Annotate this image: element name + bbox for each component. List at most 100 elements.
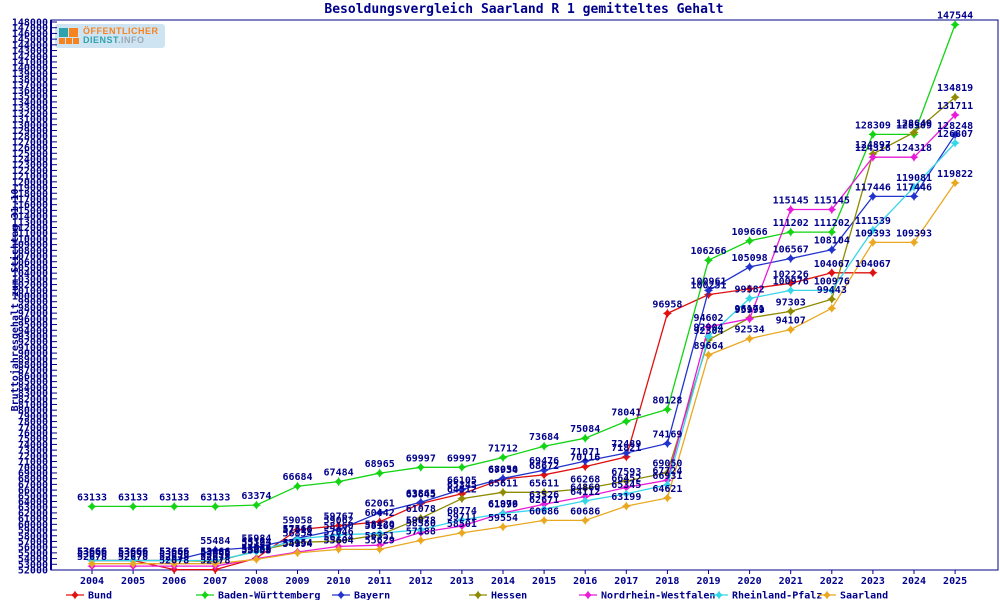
x-tick-label: 2020 bbox=[738, 576, 762, 587]
data-point-marker-bayern bbox=[703, 285, 714, 296]
y-tick-label: 132000 bbox=[12, 109, 48, 120]
point-label-saarland: 57188 bbox=[406, 526, 436, 537]
point-label-baden-w-rttemberg: 106266 bbox=[690, 246, 726, 257]
point-label-baden-w-rttemberg: 109666 bbox=[732, 227, 768, 238]
point-label-bund: 53666 bbox=[118, 546, 148, 557]
point-label-nordrhein-westfalen: 63526 bbox=[529, 490, 559, 501]
data-point-marker-hessen bbox=[498, 487, 508, 497]
y-tick-label: 101000 bbox=[12, 286, 48, 297]
point-label-rheinland-pfalz: 53666 bbox=[77, 546, 107, 557]
point-label-bund: 60442 bbox=[365, 508, 395, 519]
x-tick-label: 2022 bbox=[820, 576, 844, 587]
y-tick-label: 54000 bbox=[18, 554, 48, 565]
y-tick-label: 138000 bbox=[12, 75, 48, 86]
point-label-baden-w-rttemberg: 128309 bbox=[855, 120, 891, 131]
point-label-bund: 71821 bbox=[611, 443, 641, 454]
data-point-marker-nordrhein-westfalen bbox=[827, 204, 837, 215]
point-label-rheinland-pfalz: 53666 bbox=[200, 546, 230, 557]
x-tick-label: 2009 bbox=[285, 576, 309, 587]
data-point-marker-baden-w-rttemberg bbox=[128, 501, 138, 512]
y-tick-label: 126000 bbox=[12, 143, 48, 154]
legend-label-hessen: Hessen bbox=[491, 591, 527, 600]
point-label-saarland: 53096 bbox=[159, 550, 189, 561]
point-label-baden-w-rttemberg: 128309 bbox=[896, 120, 932, 131]
point-label-nordrhein-westfalen: 52678 bbox=[159, 552, 189, 563]
point-label-bayern: 117446 bbox=[855, 182, 891, 193]
logo-brand-bottom: DIENST.INFO bbox=[83, 36, 159, 45]
point-label-bayern: 68050 bbox=[488, 464, 518, 475]
x-tick-label: 2014 bbox=[491, 576, 515, 587]
y-tick-label: 111000 bbox=[12, 229, 48, 240]
point-label-hessen: 96171 bbox=[735, 304, 765, 315]
y-tick-label: 129000 bbox=[12, 126, 48, 137]
point-label-saarland: 55604 bbox=[324, 535, 354, 546]
y-tick-label: 95000 bbox=[18, 320, 48, 331]
point-label-saarland: 92534 bbox=[735, 325, 765, 336]
y-tick-label: 80000 bbox=[18, 406, 48, 417]
point-label-rheinland-pfalz: 65345 bbox=[611, 480, 641, 491]
y-tick-label: 140000 bbox=[12, 63, 48, 74]
data-point-marker-hessen bbox=[334, 536, 344, 546]
point-label-nordrhein-westfalen: 66452 bbox=[611, 474, 641, 485]
logo-square bbox=[73, 38, 79, 44]
data-point-marker-baden-w-rttemberg bbox=[868, 129, 878, 140]
point-label-bund: 102226 bbox=[773, 269, 809, 280]
data-point-marker-hessen bbox=[786, 306, 796, 316]
legend-label-bund: Bund bbox=[88, 591, 112, 600]
x-tick-label: 2010 bbox=[327, 576, 351, 587]
data-point-marker-rheinland-pfalz bbox=[662, 480, 672, 490]
point-label-bayern: 57566 bbox=[282, 524, 312, 535]
data-point-marker-nordrhein-westfalen bbox=[703, 322, 714, 332]
y-tick-label: 53000 bbox=[18, 560, 48, 571]
point-label-baden-w-rttemberg: 111202 bbox=[773, 218, 809, 229]
point-label-baden-w-rttemberg: 66684 bbox=[282, 472, 312, 483]
data-point-marker-bayern bbox=[662, 438, 672, 449]
series-line-bund bbox=[92, 272, 873, 571]
y-tick-label: 56000 bbox=[18, 543, 48, 554]
data-point-marker-hessen bbox=[580, 483, 590, 494]
data-point-marker-hessen bbox=[827, 294, 837, 304]
point-label-saarland: 89664 bbox=[693, 341, 723, 352]
y-tick-label: 67000 bbox=[18, 480, 48, 491]
legend-label-saarland: Saarland bbox=[840, 591, 888, 600]
data-point-marker-baden-w-rttemberg bbox=[745, 236, 755, 246]
data-point-marker-bund bbox=[786, 278, 796, 288]
point-label-hessen: 128649 bbox=[896, 118, 932, 129]
y-tick-label: 83000 bbox=[18, 389, 48, 400]
logo-brand-dienst: DIENST bbox=[83, 35, 119, 45]
data-point-marker-rheinland-pfalz bbox=[251, 547, 261, 557]
x-tick-label: 2021 bbox=[779, 576, 803, 587]
y-tick-label: 76000 bbox=[18, 429, 48, 440]
y-tick-label: 74000 bbox=[18, 440, 48, 451]
data-point-marker-bund bbox=[827, 268, 837, 278]
point-label-saarland: 55629 bbox=[365, 535, 395, 546]
y-tick-label: 72000 bbox=[18, 451, 48, 462]
point-label-rheinland-pfalz: 126807 bbox=[937, 129, 973, 140]
point-label-hessen: 66268 bbox=[570, 475, 600, 486]
y-tick-label: 100000 bbox=[12, 292, 48, 303]
y-tick-label: 79000 bbox=[18, 411, 48, 422]
y-tick-label: 103000 bbox=[12, 274, 48, 285]
point-label-hessen: 55324 bbox=[241, 537, 271, 548]
data-point-marker-nordrhein-westfalen bbox=[909, 152, 919, 162]
data-point-marker-nordrhein-westfalen bbox=[786, 204, 796, 215]
data-point-marker-baden-w-rttemberg bbox=[375, 468, 385, 478]
y-tick-label: 77000 bbox=[18, 423, 48, 434]
y-tick-label: 139000 bbox=[12, 69, 48, 80]
y-tick-label: 62000 bbox=[18, 508, 48, 519]
y-tick-label: 73000 bbox=[18, 446, 48, 457]
y-tick-label: 148000 bbox=[12, 18, 48, 29]
data-point-marker-bayern bbox=[621, 448, 631, 458]
point-label-hessen: 134819 bbox=[937, 83, 973, 94]
point-label-rheinland-pfalz: 100976 bbox=[773, 276, 809, 287]
y-tick-label: 147000 bbox=[12, 23, 48, 34]
point-label-baden-w-rttemberg: 63133 bbox=[159, 492, 189, 503]
y-tick-label: 127000 bbox=[12, 137, 48, 148]
data-point-marker-bayern bbox=[416, 497, 426, 507]
data-point-marker-bayern bbox=[745, 262, 755, 272]
data-point-marker-baden-w-rttemberg bbox=[416, 462, 426, 472]
data-point-marker-bayern bbox=[827, 245, 837, 255]
x-tick-label: 2017 bbox=[614, 576, 638, 587]
legend-marker-saarland bbox=[822, 590, 832, 600]
point-label-hessen: 56854 bbox=[282, 528, 312, 539]
